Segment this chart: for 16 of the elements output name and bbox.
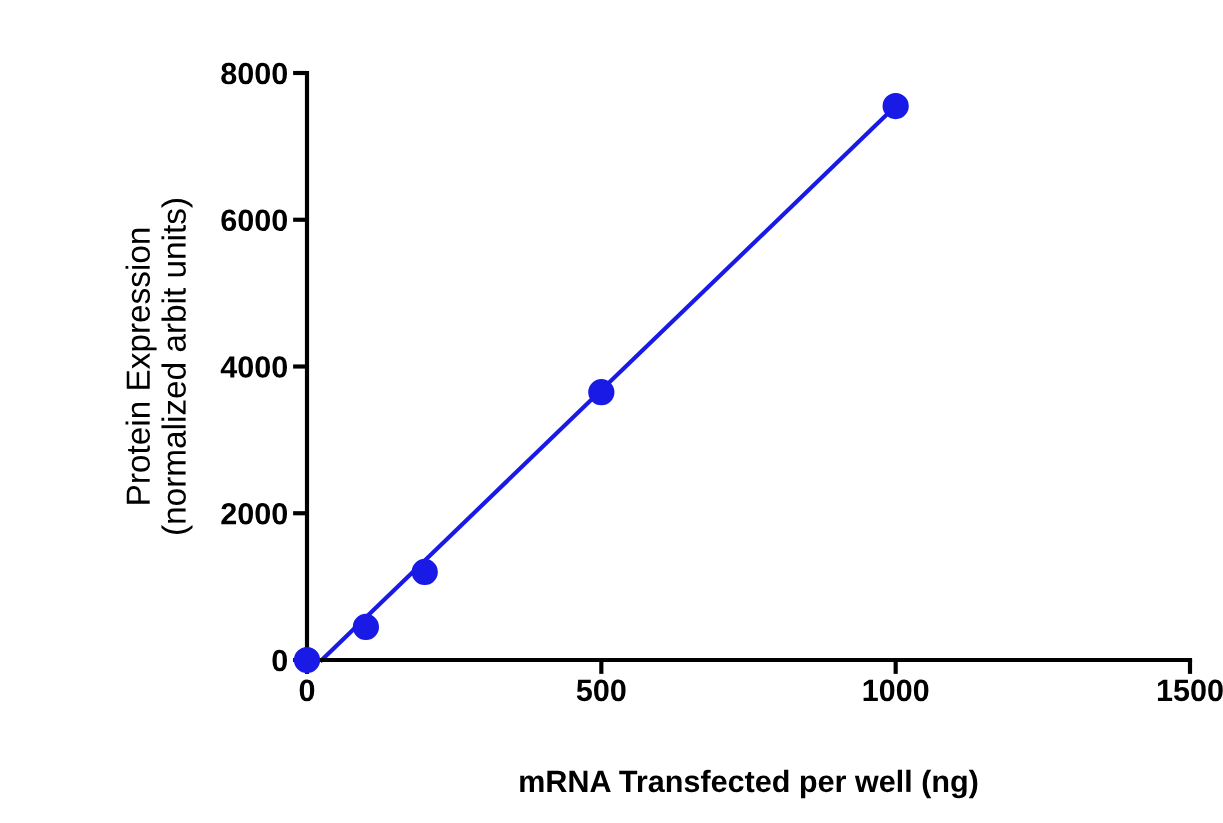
y-tick-label: 4000: [220, 356, 287, 378]
y-axis-title: Protein Expression (normalized arbit units): [125, 199, 193, 534]
point: [352, 613, 379, 641]
x-axis-title: mRNA Transfected per well (ng): [520, 769, 978, 799]
y-tick-label: 2000: [221, 502, 287, 525]
x-tick-label: 1500: [1157, 679, 1223, 702]
y-tick-label: 6000: [221, 209, 287, 232]
point: [882, 92, 909, 120]
point: [293, 646, 321, 674]
x-tick-label: 0: [299, 679, 315, 702]
x-tick-label: 1000: [863, 679, 929, 702]
point: [588, 379, 615, 406]
y-tick-label: 8000: [221, 62, 287, 85]
x-tick-label: 500: [576, 679, 626, 702]
point: [411, 558, 438, 586]
y-tick-label: 0: [272, 649, 287, 672]
